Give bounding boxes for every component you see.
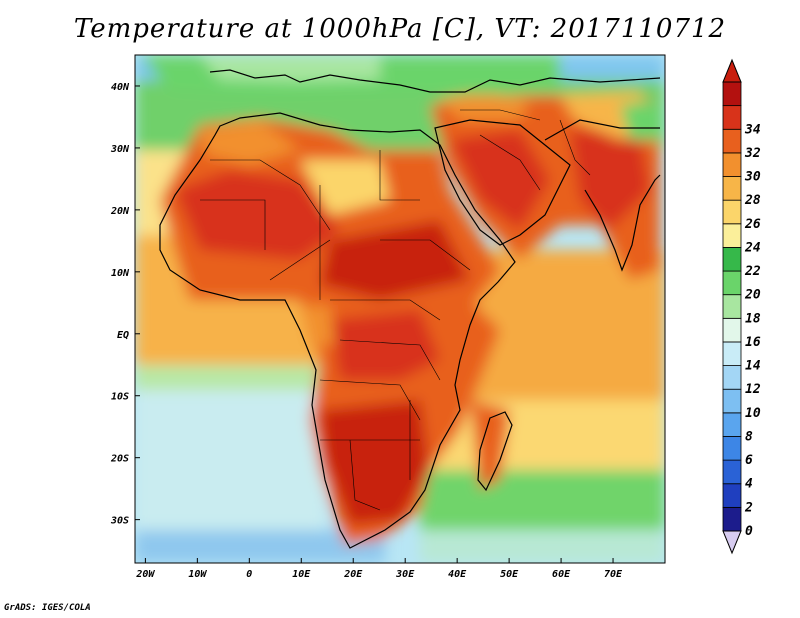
credit-label: GrADS: IGES/COLA (4, 603, 91, 613)
lon-tick-label: 60E (552, 569, 571, 580)
lon-tick-label: 20W (135, 569, 155, 580)
colorbar-level-label: 24 (744, 240, 761, 255)
colorbar-swatch (722, 317, 742, 343)
colorbar-swatch (722, 223, 742, 248)
temperature-field (135, 55, 665, 563)
lat-tick-label: 10N (111, 268, 130, 279)
colorbar-swatch (722, 388, 742, 414)
colorbar-below-arrow (722, 530, 742, 555)
lon-tick-label: 30E (395, 569, 415, 580)
colorbar-swatch (722, 152, 742, 177)
colorbar-level-label: 22 (744, 264, 761, 279)
map-title: Temperature at 1000hPa [C], VT: 20171107… (73, 14, 727, 44)
colorbar-swatch (722, 412, 742, 437)
colorbar-swatch (722, 365, 742, 390)
colorbar-swatch (722, 270, 742, 296)
map-axes: 20W 10W 0 10E 20E 30E 40E 50E 60E 70E 40N 30N 20N 10N… (110, 82, 623, 580)
colorbar-swatch (722, 459, 742, 485)
lon-tick-label: 20E (343, 569, 363, 580)
colorbar-swatch (722, 341, 742, 366)
colorbar-level-label: 18 (745, 311, 761, 326)
colorbar-level-label: 30 (744, 170, 761, 185)
colorbar-level-label: 20 (744, 288, 761, 303)
colorbar-swatch (722, 483, 742, 508)
map-frame (134, 54, 666, 564)
colorbar-swatch (722, 506, 742, 532)
country-borders (200, 109, 591, 511)
colorbar-above-arrow (722, 58, 742, 83)
colorbar-swatch (722, 199, 742, 225)
lon-tick-label: 70E (604, 569, 623, 580)
colorbar-level-label: 6 (745, 453, 753, 468)
lon-tick-label: 0 (246, 569, 252, 580)
colorbar-swatch (722, 294, 742, 319)
lon-tick-label: 10E (292, 569, 311, 580)
colorbar-level-label: 34 (744, 122, 761, 137)
colorbar-level-label: 4 (745, 477, 753, 492)
colorbar-swatch (722, 247, 742, 272)
lon-tick-label: 10W (188, 569, 207, 580)
lat-tick-label: 30S (110, 516, 129, 527)
colorbar-level-label: 32 (744, 146, 761, 161)
lat-tick-label: 40N (111, 82, 130, 93)
colorbar-swatch (722, 436, 742, 461)
lat-tick-label: 10S (111, 392, 129, 403)
lat-tick-label: 20N (110, 206, 130, 217)
colorbar-swatch (722, 81, 742, 107)
colorbar-level-label: 14 (745, 359, 761, 374)
colorbar-swatch (722, 105, 742, 130)
lat-tick-label: 30N (110, 144, 130, 155)
lat-tick-label: 20S (110, 454, 129, 465)
coastlines (159, 69, 661, 549)
colorbar-level-label: 0 (745, 524, 753, 539)
colorbar-swatch (722, 176, 742, 201)
colorbar-level-label: 16 (745, 335, 761, 350)
colorbar-swatch (722, 128, 742, 154)
colorbar-level-label: 10 (745, 406, 761, 421)
colorbar-level-label: 8 (745, 429, 753, 444)
lat-tick-label: EQ (117, 330, 129, 341)
lon-tick-label: 50E (500, 569, 519, 580)
colorbar-level-label: 12 (745, 382, 761, 397)
colorbar-level-label: 26 (744, 217, 761, 232)
colorbar-level-label: 28 (744, 193, 761, 208)
colorbar-level-label: 2 (744, 500, 753, 515)
lon-tick-label: 40E (448, 569, 467, 580)
